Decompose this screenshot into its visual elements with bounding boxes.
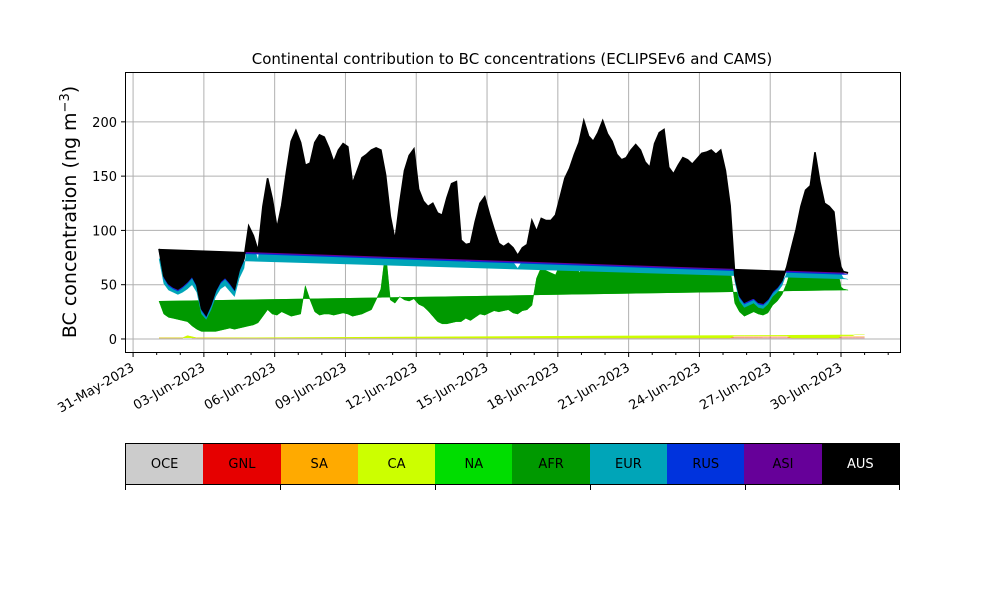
y-axis: 0 50 100 150 200 <box>92 116 126 348</box>
legend-item-aus: AUS <box>821 444 899 484</box>
legend-label: EUR <box>615 456 642 472</box>
legend-item-rus: RUS <box>667 444 745 484</box>
legend-label: AFR <box>538 456 564 472</box>
legend-item-oce: OCE <box>126 444 204 484</box>
x-tick-label: 12-Jun-2023 <box>343 360 420 413</box>
legend-label: OCE <box>150 456 179 472</box>
legend-label: SA <box>310 456 328 472</box>
legend-ticks <box>125 485 900 491</box>
y-axis-label-close: ) <box>59 86 81 93</box>
y-tick-label: 150 <box>92 170 117 185</box>
y-tick-label: 0 <box>109 333 117 348</box>
legend-item-na: NA <box>435 444 513 484</box>
legend-item-ca: CA <box>357 444 436 484</box>
chart-canvas: Continental contribution to BC concentra… <box>55 50 901 416</box>
plot-frame <box>125 72 901 353</box>
legend-tick <box>899 485 900 490</box>
x-tick-label: 15-Jun-2023 <box>414 360 491 413</box>
legend-item-eur: EUR <box>589 444 668 484</box>
legend-tick <box>125 485 126 490</box>
legend-item-asi: ASI <box>744 444 822 484</box>
y-axis-label-text: BC concentration (ng m <box>59 112 81 338</box>
x-tick-label: 06-Jun-2023 <box>202 360 279 413</box>
x-tick-label: 09-Jun-2023 <box>273 360 350 413</box>
x-axis: 31-May-202303-Jun-202306-Jun-202309-Jun-… <box>55 352 889 416</box>
y-tick-label: 50 <box>100 279 117 294</box>
x-tick-label: 31-May-2023 <box>55 360 137 416</box>
x-tick-label: 24-Jun-2023 <box>627 360 704 413</box>
legend-tick <box>590 485 591 490</box>
legend-item-afr: AFR <box>512 444 590 484</box>
x-tick-label: 30-Jun-2023 <box>768 360 845 413</box>
y-axis-label-superscript: −3 <box>58 93 73 112</box>
legend-tick <box>435 485 436 490</box>
legend-tick <box>745 485 746 490</box>
x-tick-label: 03-Jun-2023 <box>131 360 208 413</box>
x-tick-label: 27-Jun-2023 <box>697 360 774 413</box>
y-tick-label: 100 <box>92 224 117 239</box>
region-color-legend: OCE GNL SA CA NA AFR EUR RUS ASI AUS <box>125 443 900 485</box>
x-tick-label: 21-Jun-2023 <box>556 360 633 413</box>
chart-title: Continental contribution to BC concentra… <box>252 50 773 68</box>
legend-item-sa: SA <box>280 444 358 484</box>
legend-label: NA <box>464 456 484 472</box>
legend-label: GNL <box>228 456 256 472</box>
legend-label: RUS <box>692 456 720 472</box>
legend-label: AUS <box>846 456 874 472</box>
total-line-layer <box>158 117 849 317</box>
stacked-area-layer <box>158 120 865 339</box>
legend-label: CA <box>387 456 406 472</box>
legend-item-gnl: GNL <box>203 444 281 484</box>
total-concentration-line <box>158 117 849 317</box>
x-tick-label: 18-Jun-2023 <box>485 360 562 413</box>
y-axis-label: BC concentration (ng m−3) <box>58 86 81 338</box>
y-tick-label: 200 <box>92 116 117 131</box>
legend-label: ASI <box>772 456 794 472</box>
legend-tick <box>280 485 281 490</box>
area-ca <box>159 334 865 339</box>
